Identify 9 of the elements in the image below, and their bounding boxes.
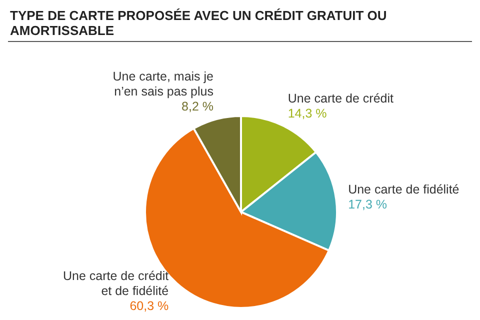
slice-label: Une carte de crédit et de fidélité [63,269,170,298]
slice-label: Une carte de fidélité [348,182,460,197]
data-label: 14,3 % [288,106,327,121]
data-label: 60,3 % [130,299,169,314]
data-label: 17,3 % [348,198,388,212]
chart-title: TYPE DE CARTE PROPOSÉE AVEC UN CRÉDIT GRATUIT OU AMORTISSABLE [8,8,472,42]
slice-label: Une carte de crédit [288,92,394,106]
slice-label: Une carte, mais je n’en sais pas plus [112,70,214,99]
data-label: 8,2 % [182,100,214,114]
